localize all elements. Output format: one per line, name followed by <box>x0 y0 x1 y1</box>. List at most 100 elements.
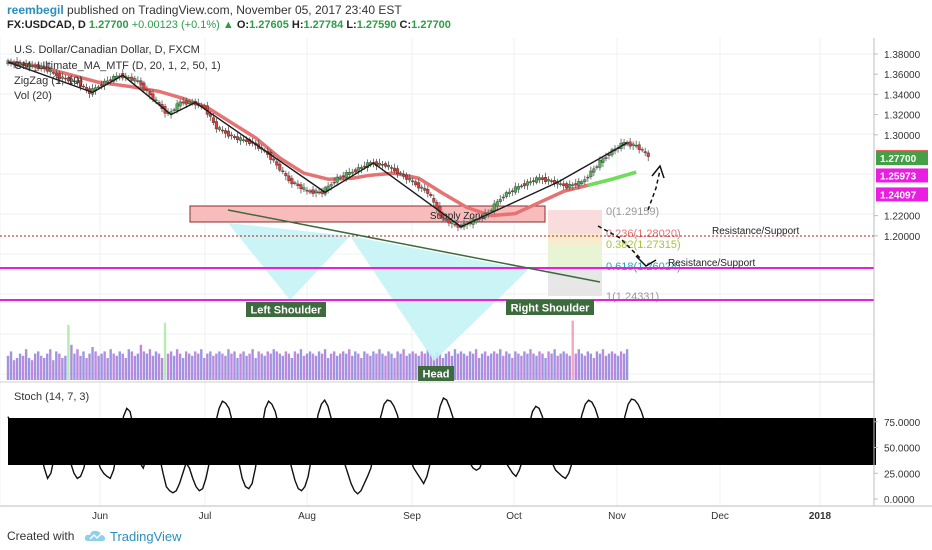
volume-bar <box>490 353 493 380</box>
candle-body <box>444 218 448 221</box>
volume-bar <box>215 353 218 380</box>
candle-body <box>178 101 182 107</box>
stoch-axis[interactable]: 75.0000 50.0000 25.0000 0.0000 <box>874 418 921 506</box>
candles-layer <box>6 57 650 232</box>
legend-stoch: Stoch (14, 7, 3) <box>14 391 89 403</box>
symbol-label: FX:USDCAD, D <box>7 19 86 31</box>
candle-body <box>495 201 499 207</box>
volume-bar <box>610 351 614 380</box>
volume-bar <box>363 351 366 380</box>
volume-bar <box>85 358 88 380</box>
volume-bar <box>61 358 64 380</box>
volume-bar <box>625 349 629 380</box>
head-tag: Head <box>418 366 454 381</box>
volume-bar <box>296 353 300 380</box>
volume-bar <box>378 349 381 380</box>
candle-body <box>51 72 55 74</box>
candle-body <box>142 82 146 91</box>
volume-bar <box>139 344 143 380</box>
volume-bar <box>227 349 230 380</box>
candle-body <box>106 80 110 83</box>
candle-body <box>628 141 632 147</box>
candle-body <box>296 183 300 187</box>
volume-bar <box>405 355 408 380</box>
candle-body <box>646 152 650 157</box>
volume-bar <box>121 353 124 380</box>
volume-bar <box>357 353 360 380</box>
volume-bar <box>76 349 79 380</box>
candle-body <box>510 190 514 193</box>
volume-bar <box>112 353 115 380</box>
price-badge-text: 1.25973 <box>880 171 917 182</box>
volume-bar <box>203 358 206 380</box>
volume-bar <box>100 353 103 380</box>
res-sup-label-1: Resistance/Support <box>712 226 799 237</box>
head-label: Head <box>423 369 450 381</box>
candle-body <box>405 174 409 180</box>
volume-bar <box>538 351 541 380</box>
volume-bar <box>12 360 16 380</box>
volume-bar <box>308 351 312 380</box>
volume-bar <box>375 353 378 380</box>
candle-body <box>344 172 348 178</box>
volume-bar <box>49 349 52 380</box>
volume-bar <box>559 353 562 380</box>
volume-bar <box>553 349 556 380</box>
volume-bar <box>251 349 254 380</box>
volume-bar <box>15 358 19 380</box>
candle-body <box>57 73 61 80</box>
volume-bar <box>574 353 577 380</box>
volume-bar <box>82 351 85 380</box>
volume-bar <box>339 353 342 380</box>
candle-body <box>54 72 58 77</box>
time-axis[interactable]: Jun Jul Aug Sep Oct Nov Dec 2018 <box>92 511 832 522</box>
candle-body <box>447 218 451 224</box>
volume-bar <box>526 353 529 380</box>
volume-bar <box>477 358 481 380</box>
volume-bar <box>242 351 245 380</box>
price-chart[interactable]: Supply Zone 0(1.29159) 0.236(1.28020) 0.… <box>0 38 932 524</box>
candle-body <box>504 192 508 197</box>
candle-body <box>130 76 134 81</box>
candle-body <box>501 196 505 199</box>
volume-bar <box>474 349 478 380</box>
published-text: published on TradingView.com, November 0… <box>67 3 402 17</box>
volume-bar <box>544 358 547 380</box>
candle-body <box>432 198 436 203</box>
volume-bar <box>43 358 46 380</box>
candle-body <box>568 184 572 188</box>
candle-body <box>305 189 309 192</box>
volume-bar <box>257 351 260 380</box>
volume-bar <box>30 360 34 380</box>
candle-body <box>72 80 76 83</box>
volume-bar <box>46 353 49 380</box>
volume-bar <box>163 322 167 380</box>
candle-body <box>278 163 282 171</box>
volume-bar <box>24 349 28 380</box>
volume-bar <box>604 355 608 380</box>
volume-bar <box>127 349 130 380</box>
candle-body <box>538 177 542 181</box>
volume-bar <box>9 351 13 380</box>
tradingview-cloud-icon <box>84 530 105 541</box>
volume-bar <box>532 353 535 380</box>
volume-bar <box>535 355 538 380</box>
volume-bar <box>233 351 236 380</box>
author-link[interactable]: reembegil <box>7 3 64 17</box>
candle-body <box>531 180 535 182</box>
candle-body <box>214 121 218 130</box>
volume-bar <box>369 355 372 380</box>
volume-bar <box>320 353 324 380</box>
volume-bar <box>178 353 182 380</box>
volume-bar <box>332 351 336 380</box>
candle-body <box>550 180 554 182</box>
candle-body <box>36 64 40 70</box>
volume-bar <box>396 351 399 380</box>
price-axis[interactable]: 1.38000 1.36000 1.34000 1.32000 1.30000 1.220… <box>874 50 921 243</box>
candle-body <box>441 214 445 218</box>
candle-body <box>586 176 590 179</box>
tradingview-brand-link[interactable]: TradingView <box>110 529 182 544</box>
volume-bar <box>212 355 215 380</box>
stoch-tick-label: 0.0000 <box>884 495 915 506</box>
